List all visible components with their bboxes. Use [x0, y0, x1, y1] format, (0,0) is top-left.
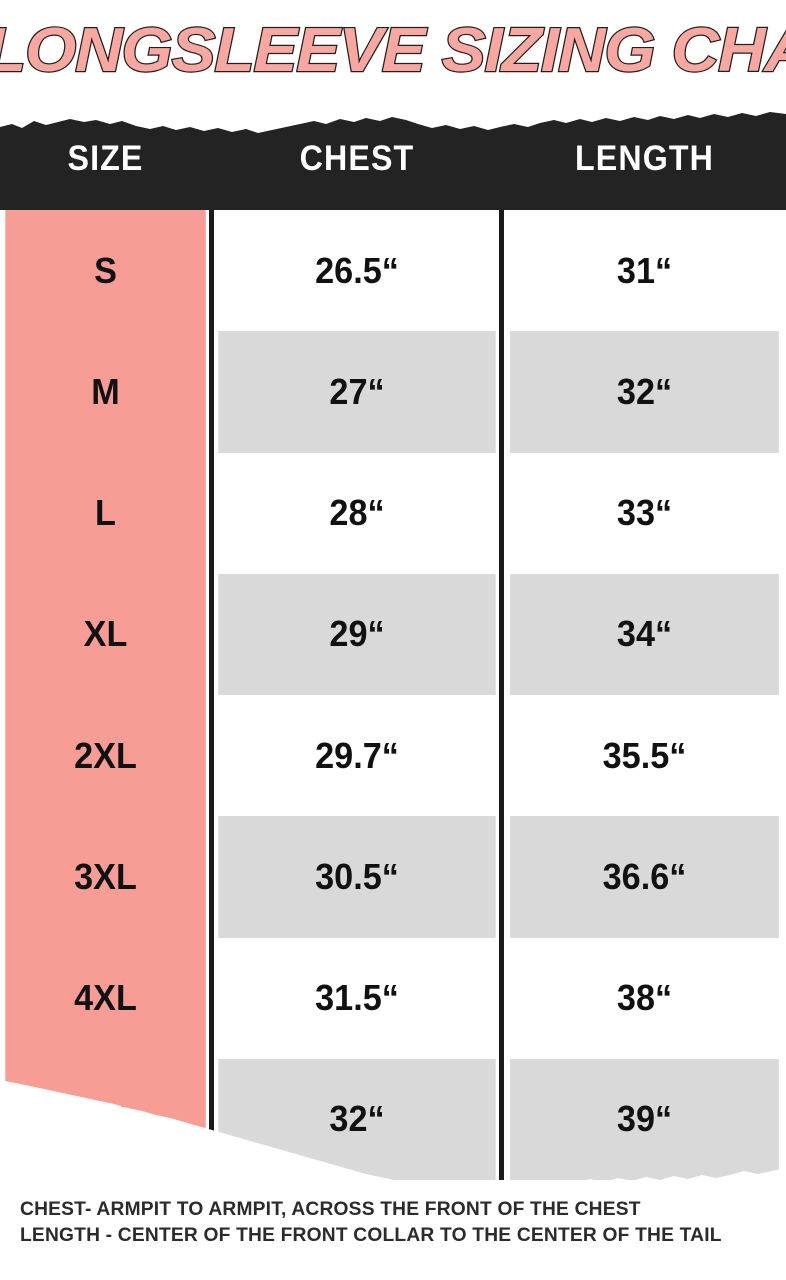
cell-chest: 27“ — [218, 331, 495, 452]
column-divider-right — [499, 210, 504, 1180]
cell-length: 36.6“ — [510, 816, 779, 937]
cell-length: 38“ — [510, 938, 779, 1059]
cell-chest: 32“ — [218, 1059, 495, 1180]
table-row: 4XL 31.5“ 38“ — [0, 938, 786, 1059]
cell-size: 2XL — [5, 695, 205, 816]
cell-size: 3XL — [5, 816, 205, 937]
column-divider-left — [209, 210, 214, 1180]
cell-chest: 29.7“ — [218, 695, 495, 816]
table-row: S 26.5“ 31“ — [0, 210, 786, 331]
cell-size: M — [5, 331, 205, 452]
cell-chest: 30.5“ — [218, 816, 495, 937]
cell-chest: 31.5“ — [218, 938, 495, 1059]
column-header-chest: CHEST — [299, 139, 415, 178]
sizing-table: SIZE CHEST LENGTH S 26.5“ 31“ M 27“ 32“ … — [0, 108, 786, 1180]
table-row: L 28“ 33“ — [0, 453, 786, 574]
cell-size: 4XL — [5, 938, 205, 1059]
cell-size: L — [5, 453, 205, 574]
table-header-row: SIZE CHEST LENGTH — [0, 108, 786, 210]
cell-size: 5XL — [5, 1059, 205, 1180]
title-banner: LONGSLEEVE SIZING CHART — [0, 0, 786, 108]
cell-length: 34“ — [510, 574, 779, 695]
table-body: S 26.5“ 31“ M 27“ 32“ L 28“ 33“ XL 29“ — [0, 210, 786, 1180]
cell-length: 35.5“ — [510, 695, 779, 816]
page-title: LONGSLEEVE SIZING CHART — [0, 16, 786, 85]
column-header-size: SIZE — [67, 139, 144, 178]
note-chest: CHEST- ARMPIT TO ARMPIT, ACROSS THE FRON… — [20, 1198, 641, 1220]
cell-size: XL — [5, 574, 205, 695]
table-row: 3XL 30.5“ 36.6“ — [0, 816, 786, 937]
measurement-notes: CHEST- ARMPIT TO ARMPIT, ACROSS THE FRON… — [20, 1196, 780, 1248]
cell-chest: 26.5“ — [218, 210, 495, 331]
cell-chest: 29“ — [218, 574, 495, 695]
table-row: XL 29“ 34“ — [0, 574, 786, 695]
cell-size: S — [5, 210, 205, 331]
note-length: LENGTH - CENTER OF THE FRONT COLLAR TO T… — [20, 1224, 722, 1246]
cell-chest: 28“ — [218, 453, 495, 574]
cell-length: 33“ — [510, 453, 779, 574]
cell-length: 31“ — [510, 210, 779, 331]
sizing-table-inner: SIZE CHEST LENGTH S 26.5“ 31“ M 27“ 32“ … — [0, 108, 786, 1180]
table-row: M 27“ 32“ — [0, 331, 786, 452]
table-row: 2XL 29.7“ 35.5“ — [0, 695, 786, 816]
cell-length: 39“ — [510, 1059, 779, 1180]
cell-length: 32“ — [510, 331, 779, 452]
column-header-length: LENGTH — [574, 139, 715, 178]
table-row: 5XL 32“ 39“ — [0, 1059, 786, 1180]
